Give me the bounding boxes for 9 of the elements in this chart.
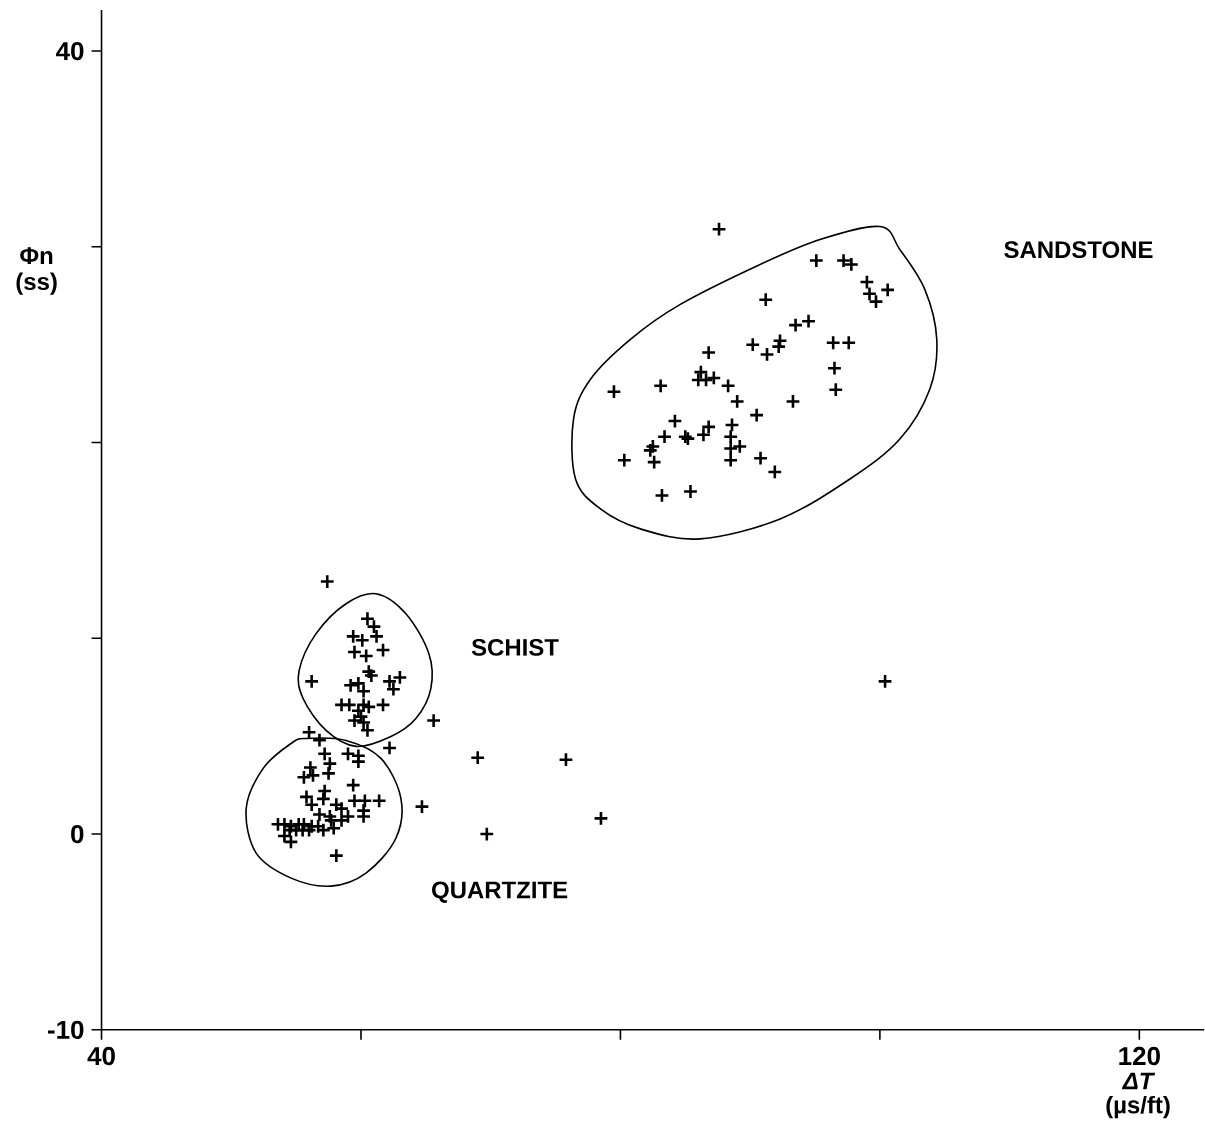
annotation: QUARTZITE	[432, 881, 568, 903]
annotation: SANDSTONE	[1004, 241, 1153, 259]
x-tick-label: 120	[1119, 1046, 1160, 1066]
y-tick-label: -10	[48, 1020, 84, 1040]
y-tick-label: 0	[71, 824, 84, 844]
y-tick-label: 40	[56, 41, 84, 61]
y-axis-title: Φn (ss)	[16, 247, 57, 295]
x-axis-title: ΔT (µs/ft)	[1106, 1072, 1170, 1119]
annotation: SCHIST	[471, 638, 559, 656]
